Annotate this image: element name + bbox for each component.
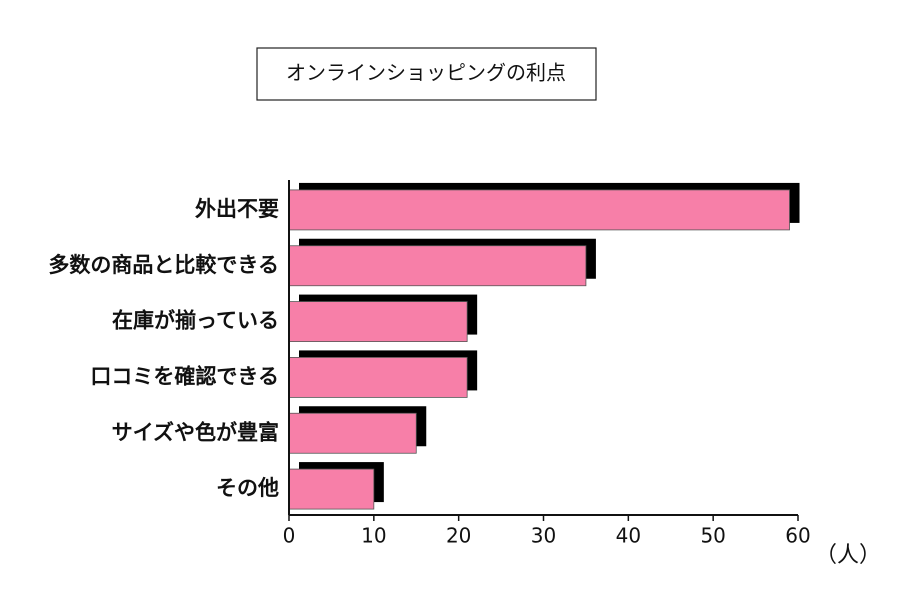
x-tick-label: 50 — [700, 524, 725, 548]
x-tick-label: 40 — [616, 524, 641, 548]
x-tick-label: 10 — [361, 524, 386, 548]
y-tick-label: 在庫が揃っている — [112, 309, 279, 333]
bar — [288, 301, 468, 342]
x-tick-label: 60 — [785, 524, 810, 548]
y-tick-label: 外出不要 — [195, 197, 279, 221]
bar — [288, 245, 587, 287]
y-tick-label: 口コミを確認できる — [90, 364, 279, 388]
x-tick-label: 20 — [446, 524, 471, 548]
bar — [288, 412, 417, 454]
title-box — [256, 47, 597, 101]
bar — [288, 189, 790, 231]
bar — [288, 468, 375, 510]
y-tick-label: 多数の商品と比較できる — [48, 253, 279, 277]
unit-label: （人） — [815, 543, 881, 568]
x-tick-label: 0 — [283, 524, 296, 548]
y-tick-label: その他 — [216, 476, 279, 500]
bar — [288, 357, 468, 398]
y-tick-label: サイズや色が豊富 — [112, 420, 279, 444]
x-tick-label: 30 — [531, 524, 556, 548]
chart-title: オンラインショッピングの利点 — [286, 61, 566, 85]
